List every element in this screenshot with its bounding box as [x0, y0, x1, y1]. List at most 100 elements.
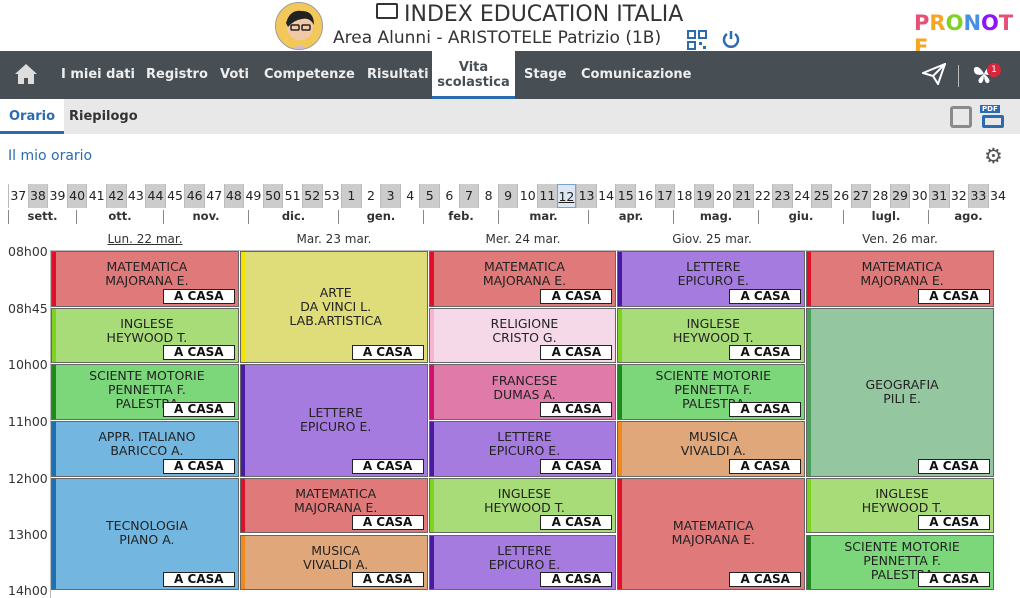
week-45[interactable]: 45 — [164, 184, 185, 208]
a-casa-badge[interactable]: A CASA — [351, 572, 424, 588]
save-icon[interactable] — [950, 106, 972, 128]
week-51[interactable]: 51 — [282, 184, 302, 208]
lesson-cell[interactable]: FRANCESE DUMAS A. A CASA — [428, 364, 617, 421]
a-casa-badge[interactable]: A CASA — [917, 288, 990, 304]
nav-item-competenze[interactable]: Competenze — [264, 67, 355, 82]
a-casa-badge[interactable]: A CASA — [351, 515, 424, 531]
lesson-cell[interactable]: MATEMATICA MAJORANA E. A CASA — [806, 251, 994, 307]
a-casa-badge[interactable]: A CASA — [162, 288, 235, 304]
week-10[interactable]: 10 — [517, 184, 537, 208]
week-17[interactable]: 17 — [654, 184, 675, 208]
week-29[interactable]: 29 — [889, 184, 910, 208]
week-21[interactable]: 21 — [732, 184, 753, 208]
a-casa-badge[interactable]: A CASA — [917, 515, 990, 531]
week-50[interactable]: 50 — [262, 184, 283, 208]
week-9[interactable]: 9 — [497, 184, 518, 208]
week-27[interactable]: 27 — [850, 184, 871, 208]
week-23[interactable]: 23 — [772, 184, 792, 208]
nav-item-registro[interactable]: Registro — [146, 67, 208, 82]
week-42[interactable]: 42 — [105, 184, 126, 208]
week-53[interactable]: 53 — [321, 184, 342, 208]
lesson-cell[interactable]: LETTERE EPICURO E. A CASA — [428, 534, 617, 591]
print-icon[interactable] — [982, 115, 1004, 128]
lesson-cell[interactable]: MATEMATICA MAJORANA E. A CASA — [617, 477, 806, 591]
lesson-cell[interactable]: APPR. ITALIANO BARICCO A. A CASA — [51, 421, 239, 477]
week-46[interactable]: 46 — [184, 184, 204, 208]
week-12[interactable]: 12 — [556, 184, 577, 208]
lesson-cell[interactable]: RELIGIONE CRISTO G. A CASA — [428, 307, 617, 364]
nav-item-comunicazione[interactable]: Comunicazione — [581, 67, 692, 82]
a-casa-badge[interactable]: A CASA — [729, 345, 802, 361]
week-44[interactable]: 44 — [145, 184, 165, 208]
a-casa-badge[interactable]: A CASA — [540, 572, 613, 588]
nav-item-risultati[interactable]: Risultati — [367, 67, 429, 82]
lesson-cell[interactable]: SCIENTE MOTORIE PENNETTA F. PALESTRA A CASA — [51, 364, 239, 421]
qr-code-icon[interactable] — [687, 30, 707, 50]
week-4[interactable]: 4 — [399, 184, 420, 208]
nav-item-stage[interactable]: Stage — [524, 67, 567, 82]
nav-item-voti[interactable]: Voti — [220, 67, 249, 82]
a-casa-badge[interactable]: A CASA — [351, 458, 424, 474]
a-casa-badge[interactable]: A CASA — [917, 572, 990, 588]
lesson-cell[interactable]: INGLESE HEYWOOD T. A CASA — [51, 307, 239, 364]
a-casa-badge[interactable]: A CASA — [729, 572, 802, 588]
lesson-cell[interactable]: SCIENTE MOTORIE PENNETTA F. PALESTRA A CASA — [806, 534, 994, 591]
week-25[interactable]: 25 — [811, 184, 831, 208]
avatar[interactable] — [275, 2, 323, 50]
a-casa-badge[interactable]: A CASA — [162, 345, 235, 361]
a-casa-badge[interactable]: A CASA — [540, 402, 613, 418]
week-6[interactable]: 6 — [439, 184, 459, 208]
week-37[interactable]: 37 — [8, 184, 28, 208]
lesson-cell[interactable]: INGLESE HEYWOOD T. A CASA — [806, 477, 994, 534]
a-casa-badge[interactable]: A CASA — [162, 572, 235, 588]
week-40[interactable]: 40 — [66, 184, 87, 208]
send-icon[interactable] — [920, 62, 947, 91]
a-casa-badge[interactable]: A CASA — [729, 402, 802, 418]
lesson-cell[interactable]: INGLESE HEYWOOD T. A CASA — [428, 477, 617, 534]
a-casa-badge[interactable]: A CASA — [351, 345, 424, 361]
lesson-cell[interactable]: MATEMATICA MAJORANA E. A CASA — [51, 251, 239, 307]
power-icon[interactable] — [721, 29, 741, 49]
week-28[interactable]: 28 — [870, 184, 890, 208]
lesson-cell[interactable]: MUSICA VIVALDI A. A CASA — [239, 534, 428, 591]
a-casa-badge[interactable]: A CASA — [540, 515, 613, 531]
week-34[interactable]: 34 — [987, 184, 1008, 208]
week-19[interactable]: 19 — [693, 184, 714, 208]
lesson-cell[interactable]: MATEMATICA MAJORANA E. A CASA — [428, 251, 617, 307]
tab-orario[interactable]: Orario — [0, 99, 65, 134]
week-16[interactable]: 16 — [635, 184, 655, 208]
week-39[interactable]: 39 — [47, 184, 67, 208]
gear-icon[interactable]: ⚙ — [984, 144, 1003, 168]
lesson-cell[interactable]: INGLESE HEYWOOD T. A CASA — [617, 307, 806, 364]
a-casa-badge[interactable]: A CASA — [162, 458, 235, 474]
nav-item-vita-scolastica[interactable]: Vita scolastica — [432, 51, 515, 99]
week-18[interactable]: 18 — [674, 184, 694, 208]
week-32[interactable]: 32 — [948, 184, 969, 208]
lesson-cell[interactable]: LETTERE EPICURO E. A CASA — [239, 364, 428, 477]
week-1[interactable]: 1 — [341, 184, 361, 208]
lesson-cell[interactable]: ARTE DA VINCI L. LAB.ARTISTICA A CASA — [239, 251, 428, 364]
week-13[interactable]: 13 — [576, 184, 596, 208]
week-43[interactable]: 43 — [125, 184, 146, 208]
week-14[interactable]: 14 — [595, 184, 616, 208]
week-31[interactable]: 31 — [928, 184, 949, 208]
pdf-icon[interactable]: PDF — [980, 105, 1000, 113]
week-3[interactable]: 3 — [380, 184, 400, 208]
a-casa-badge[interactable]: A CASA — [162, 402, 235, 418]
week-22[interactable]: 22 — [752, 184, 773, 208]
week-8[interactable]: 8 — [478, 184, 498, 208]
a-casa-badge[interactable]: A CASA — [540, 345, 613, 361]
lesson-cell[interactable]: MATEMATICA MAJORANA E. A CASA — [239, 477, 428, 534]
week-24[interactable]: 24 — [791, 184, 812, 208]
nav-item-dati[interactable]: I miei dati — [61, 67, 135, 82]
week-26[interactable]: 26 — [830, 184, 851, 208]
a-casa-badge[interactable]: A CASA — [540, 288, 613, 304]
week-15[interactable]: 15 — [615, 184, 635, 208]
week-30[interactable]: 30 — [909, 184, 929, 208]
week-11[interactable]: 11 — [537, 184, 557, 208]
tab-riepilogo[interactable]: Riepilogo — [69, 109, 138, 124]
week-49[interactable]: 49 — [243, 184, 263, 208]
lesson-cell[interactable]: MUSICA VIVALDI A. A CASA — [617, 421, 806, 477]
week-5[interactable]: 5 — [419, 184, 440, 208]
home-icon[interactable] — [14, 63, 38, 91]
